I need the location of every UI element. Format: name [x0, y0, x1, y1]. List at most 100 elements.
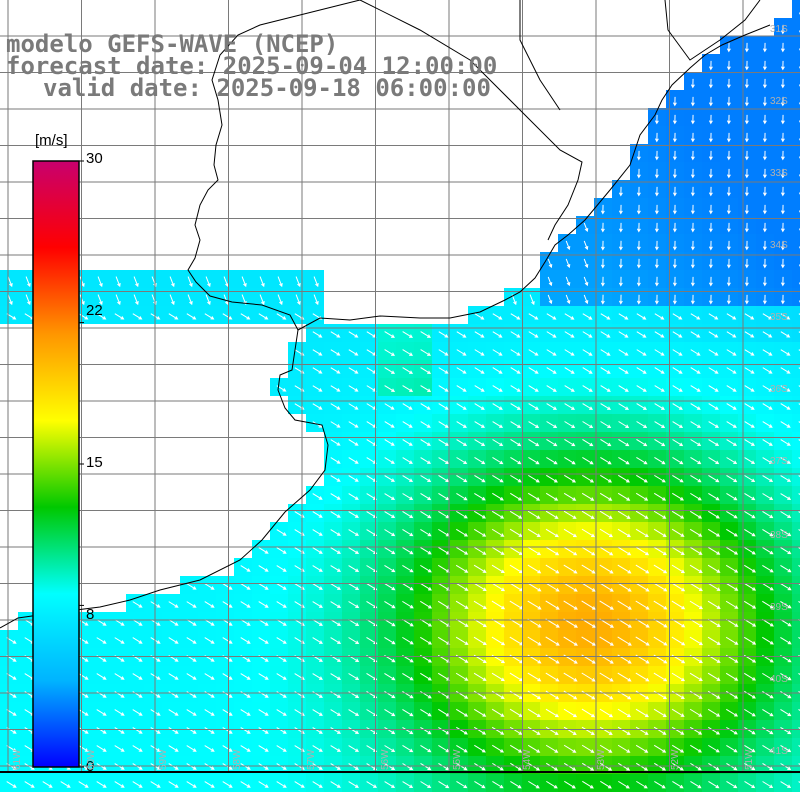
wind-arrow: [186, 601, 197, 608]
wind-speed-cell: [792, 702, 800, 720]
wind-arrow: [726, 726, 738, 735]
colorbar-tick-label: 22: [86, 302, 103, 319]
wind-arrow: [384, 547, 396, 555]
wind-arrow: [726, 781, 738, 789]
wind-arrow: [473, 708, 487, 717]
colorbar-unit: [m/s]: [35, 132, 68, 149]
wind-arrow: [420, 636, 433, 645]
wind-arrow: [330, 781, 341, 788]
wind-arrow: [402, 475, 414, 482]
wind-arrow: [654, 349, 665, 356]
wind-arrow: [708, 510, 720, 519]
wind-arrow: [780, 636, 792, 645]
wind-arrow: [492, 457, 504, 465]
wind-arrow: [581, 528, 596, 538]
wind-arrow: [97, 294, 103, 306]
wind-arrow: [689, 564, 703, 573]
wind-arrow: [780, 60, 785, 71]
wind-arrow: [96, 313, 107, 320]
wind-arrow: [312, 385, 323, 392]
wind-arrow: [420, 457, 432, 464]
wind-arrow: [583, 294, 589, 305]
wind-arrow: [617, 672, 632, 682]
wind-arrow: [455, 708, 469, 717]
wind-arrow: [726, 258, 731, 269]
wind-arrow: [546, 367, 557, 374]
wind-arrow: [618, 276, 623, 287]
wind-arrow: [780, 781, 792, 788]
wind-arrow: [491, 708, 505, 717]
wind-arrow: [276, 583, 287, 590]
wind-arrow: [420, 511, 432, 519]
wind-arrow: [564, 456, 576, 465]
wind-arrow: [582, 456, 594, 465]
wind-speed-cell: [792, 306, 800, 324]
wind-arrow: [582, 421, 594, 429]
wind-arrow: [114, 673, 125, 680]
wind-arrow: [689, 510, 703, 519]
wind-arrow: [474, 403, 485, 410]
wind-arrow: [744, 564, 756, 573]
wind-arrow: [563, 690, 578, 700]
wind-arrow: [510, 331, 521, 338]
wind-arrow: [546, 331, 557, 338]
wind-arrow: [744, 475, 756, 483]
wind-arrow: [563, 600, 578, 610]
wind-arrow: [690, 403, 701, 410]
wind-arrow: [420, 349, 432, 356]
wind-arrow: [762, 672, 774, 681]
wind-arrow: [600, 349, 611, 356]
wind-arrow: [258, 727, 269, 734]
wind-arrow: [78, 673, 89, 680]
wind-arrow: [456, 331, 467, 338]
wind-arrow: [384, 601, 396, 609]
lat-label: 32S: [770, 96, 788, 107]
wind-arrow: [654, 421, 666, 428]
wind-arrow: [636, 168, 641, 179]
wind-arrow: [384, 493, 396, 500]
wind-arrow: [509, 528, 523, 537]
wind-arrow: [277, 294, 283, 306]
wind-arrow: [313, 294, 319, 306]
wind-arrow: [492, 385, 503, 392]
wind-arrow: [527, 492, 541, 501]
wind-arrow: [420, 781, 432, 789]
wind-arrow: [708, 204, 713, 215]
lon-label: 61W: [12, 749, 23, 770]
wind-arrow: [546, 780, 558, 789]
wind-arrow: [473, 546, 487, 555]
wind-arrow: [635, 582, 650, 592]
wind-arrow: [726, 132, 731, 143]
wind-arrow: [474, 744, 486, 753]
wind-arrow: [330, 367, 341, 374]
wind-arrow: [330, 547, 341, 554]
wind-arrow: [384, 421, 395, 428]
wind-arrow: [276, 673, 287, 680]
wind-arrow: [222, 313, 233, 320]
wind-arrow: [780, 709, 792, 717]
wind-arrow: [258, 619, 269, 626]
wind-arrow: [599, 708, 614, 718]
wind-arrow: [636, 385, 647, 392]
wind-arrow: [744, 763, 756, 771]
wind-arrow: [563, 546, 578, 556]
wind-arrow: [635, 690, 650, 700]
wind-arrow: [474, 385, 485, 392]
wind-arrow: [330, 673, 342, 680]
wind-arrow: [25, 294, 31, 306]
wind-arrow: [384, 367, 396, 374]
wind-arrow: [690, 168, 695, 179]
wind-arrow: [780, 511, 792, 519]
wind-arrow: [132, 745, 143, 752]
wind-arrow: [671, 546, 685, 556]
wind-arrow: [402, 745, 414, 753]
wind-arrow: [348, 385, 359, 392]
wind-arrow: [384, 439, 395, 446]
wind-speed-cell: [792, 72, 800, 90]
wind-arrow: [762, 222, 767, 233]
wind-arrow: [654, 403, 665, 410]
wind-arrow: [456, 403, 467, 410]
wind-arrow: [276, 529, 287, 536]
wind-arrow: [654, 150, 659, 161]
wind-speed-cell: [792, 198, 800, 216]
